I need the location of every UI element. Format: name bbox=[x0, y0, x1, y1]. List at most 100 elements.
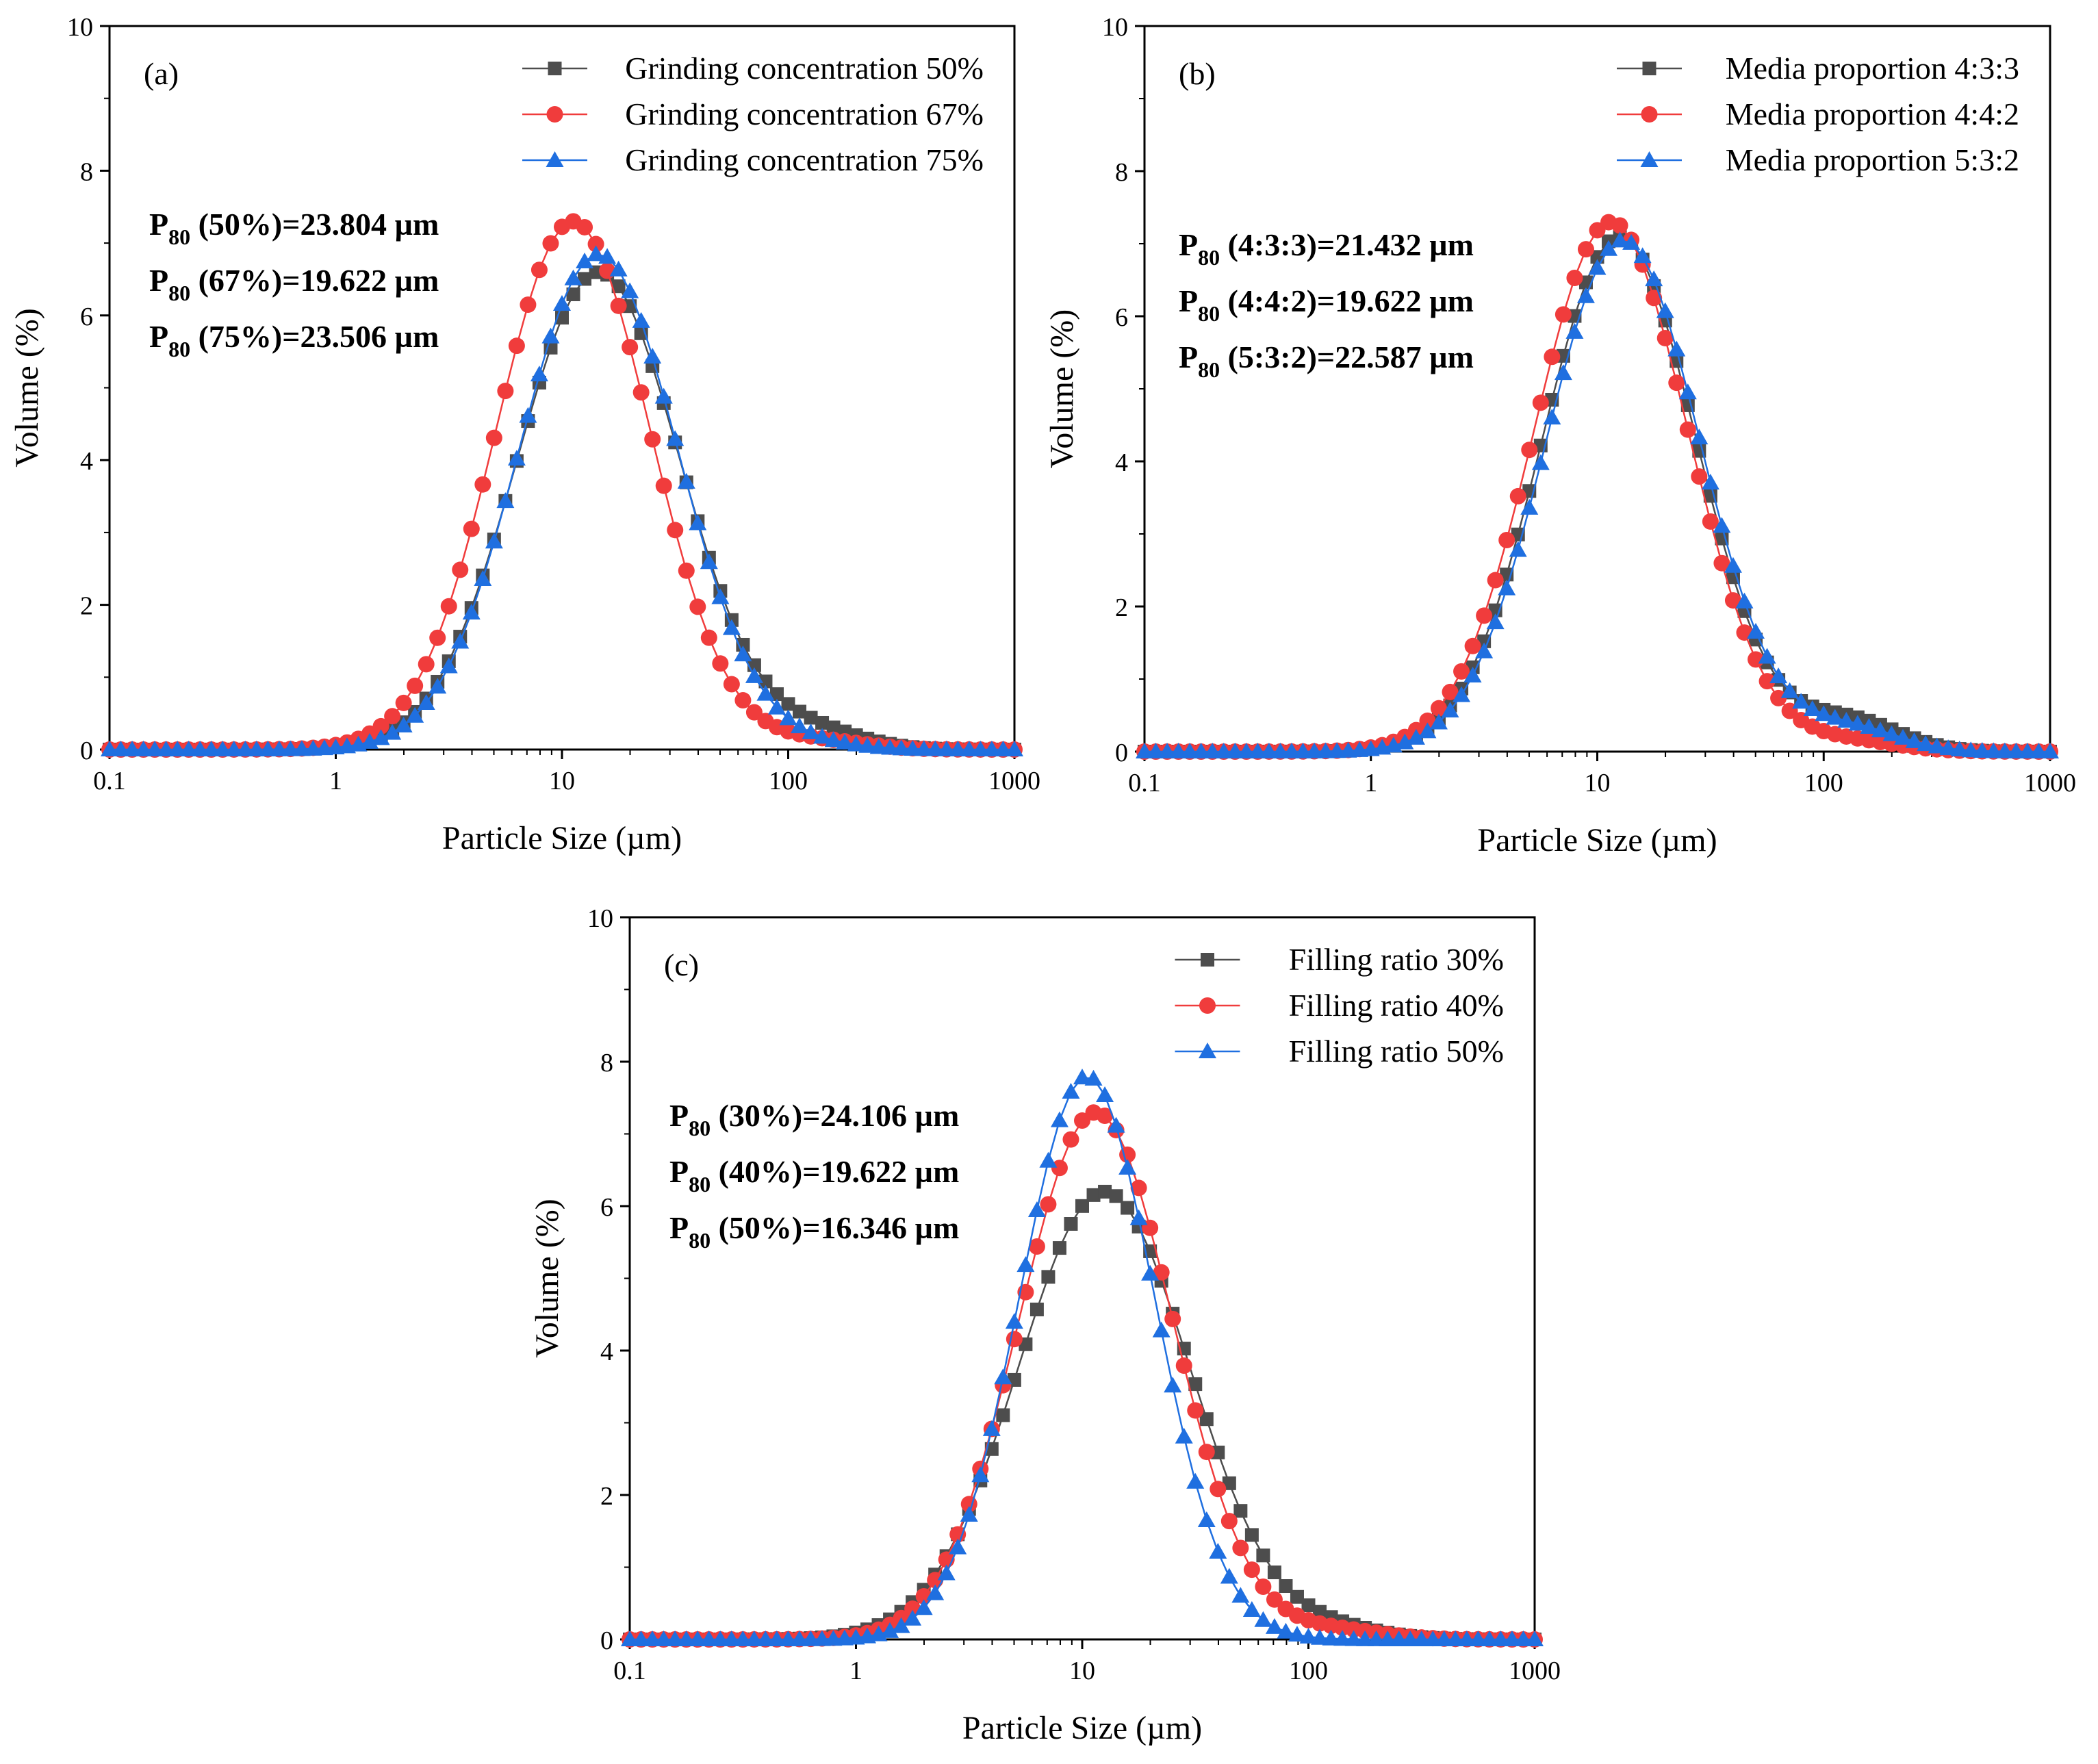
legend-label: Filling ratio 30% bbox=[1289, 942, 1504, 977]
data-point bbox=[1305, 742, 1324, 758]
data-point bbox=[927, 1572, 944, 1589]
data-point bbox=[881, 1622, 899, 1638]
data-point bbox=[407, 677, 424, 694]
y-tick-label: 2 bbox=[1115, 593, 1128, 622]
data-point bbox=[667, 522, 684, 539]
p80-annotation: P80 (50%)=16.346 µm bbox=[669, 1210, 959, 1253]
data-point bbox=[587, 245, 605, 261]
data-point bbox=[1271, 742, 1290, 758]
data-point bbox=[1544, 348, 1561, 366]
data-point bbox=[793, 704, 807, 719]
legend-label: Grinding concentration 50% bbox=[625, 51, 984, 86]
data-point bbox=[530, 261, 548, 279]
x-tick-label: 10 bbox=[1585, 769, 1611, 797]
data-point bbox=[1480, 1631, 1498, 1646]
data-point bbox=[982, 740, 1001, 756]
data-point bbox=[566, 287, 580, 301]
data-point bbox=[1917, 735, 1935, 752]
data-point bbox=[1656, 302, 1674, 318]
p80-value: (75%)=23.506 µm bbox=[190, 319, 439, 354]
data-point bbox=[904, 739, 922, 756]
data-point bbox=[542, 235, 559, 252]
data-point bbox=[1256, 1548, 1270, 1563]
x-tick-label: 100 bbox=[769, 767, 808, 795]
data-point bbox=[610, 297, 627, 314]
data-point bbox=[949, 1526, 967, 1543]
data-point bbox=[949, 1538, 967, 1555]
y-tick-label: 0 bbox=[600, 1626, 613, 1655]
data-point bbox=[123, 741, 142, 756]
data-point bbox=[1702, 513, 1719, 530]
data-point bbox=[734, 645, 752, 662]
data-point bbox=[632, 1631, 650, 1646]
p80-subscript: 80 bbox=[689, 1172, 711, 1197]
data-point bbox=[1313, 1605, 1327, 1619]
data-point bbox=[2041, 742, 2059, 758]
data-point bbox=[1905, 732, 1923, 748]
p80-value: (50%)=16.346 µm bbox=[711, 1210, 959, 1245]
data-point bbox=[1973, 742, 1991, 758]
y-axis-title: Volume (%) bbox=[529, 1199, 565, 1357]
data-point bbox=[790, 1630, 808, 1646]
data-point bbox=[1463, 666, 1482, 682]
legend-label: Grinding concentration 67% bbox=[625, 97, 984, 131]
data-point bbox=[1158, 743, 1177, 758]
p80-prefix: P bbox=[1179, 227, 1198, 262]
data-point bbox=[428, 678, 447, 694]
data-point bbox=[1962, 741, 1980, 758]
data-point bbox=[485, 429, 502, 446]
data-point bbox=[1678, 383, 1697, 400]
data-point bbox=[609, 260, 628, 277]
p80-annotation: P80 (4:4:2)=19.622 µm bbox=[1179, 283, 1474, 326]
data-point bbox=[1826, 708, 1844, 725]
data-point bbox=[2018, 742, 2036, 758]
data-point bbox=[372, 729, 390, 745]
p80-value: (5:3:2)=22.587 µm bbox=[1220, 340, 1474, 374]
p80-annotation: P80 (67%)=19.622 µm bbox=[149, 263, 439, 305]
data-point bbox=[677, 1631, 695, 1646]
data-point bbox=[2030, 742, 2048, 758]
data-point bbox=[1502, 1631, 1521, 1646]
p80-annotation: P80 (40%)=19.622 µm bbox=[669, 1154, 959, 1197]
data-point bbox=[587, 235, 604, 253]
data-point bbox=[1747, 623, 1765, 639]
p80-value: (30%)=24.106 µm bbox=[711, 1098, 959, 1133]
data-point bbox=[745, 704, 763, 721]
chart-panel-1: 0 2 4 6 8 10 0.1 1 10 100 1000 Particle Size (µm) Vo… bbox=[9, 13, 1040, 856]
data-point bbox=[813, 1630, 831, 1646]
x-tick-label: 100 bbox=[1804, 769, 1843, 797]
x-tick-label: 10 bbox=[1069, 1657, 1095, 1685]
data-point bbox=[655, 477, 672, 494]
data-point bbox=[1554, 364, 1572, 381]
y-tick-label: 6 bbox=[1115, 303, 1128, 332]
data-point bbox=[452, 561, 469, 578]
data-point bbox=[1333, 1630, 1352, 1646]
data-point bbox=[1231, 1587, 1250, 1603]
data-point bbox=[1724, 592, 1741, 609]
data-point bbox=[1792, 693, 1811, 709]
data-point bbox=[611, 279, 626, 294]
p80-subscript: 80 bbox=[168, 281, 190, 305]
data-point bbox=[1062, 1082, 1080, 1099]
data-point bbox=[654, 1631, 673, 1646]
p80-prefix: P bbox=[149, 319, 168, 354]
data-point bbox=[1192, 742, 1210, 758]
data-point bbox=[1521, 442, 1538, 459]
data-point bbox=[1600, 240, 1618, 256]
data-point bbox=[1186, 1472, 1205, 1489]
x-tick-label: 1 bbox=[1364, 769, 1377, 797]
p80-value: (67%)=19.622 µm bbox=[190, 263, 439, 298]
data-point bbox=[463, 520, 480, 537]
data-point bbox=[1029, 1302, 1044, 1316]
data-point bbox=[1203, 742, 1222, 758]
x-axis-title: Particle Size (µm) bbox=[442, 820, 682, 856]
data-point bbox=[767, 1630, 786, 1646]
data-point bbox=[1656, 329, 1674, 346]
data-point bbox=[1164, 1377, 1182, 1393]
data-point bbox=[1691, 468, 1708, 485]
p80-prefix: P bbox=[1179, 283, 1198, 318]
data-point bbox=[745, 667, 763, 683]
data-point bbox=[1939, 739, 1958, 756]
data-point bbox=[1198, 1444, 1215, 1461]
data-point bbox=[666, 430, 685, 446]
